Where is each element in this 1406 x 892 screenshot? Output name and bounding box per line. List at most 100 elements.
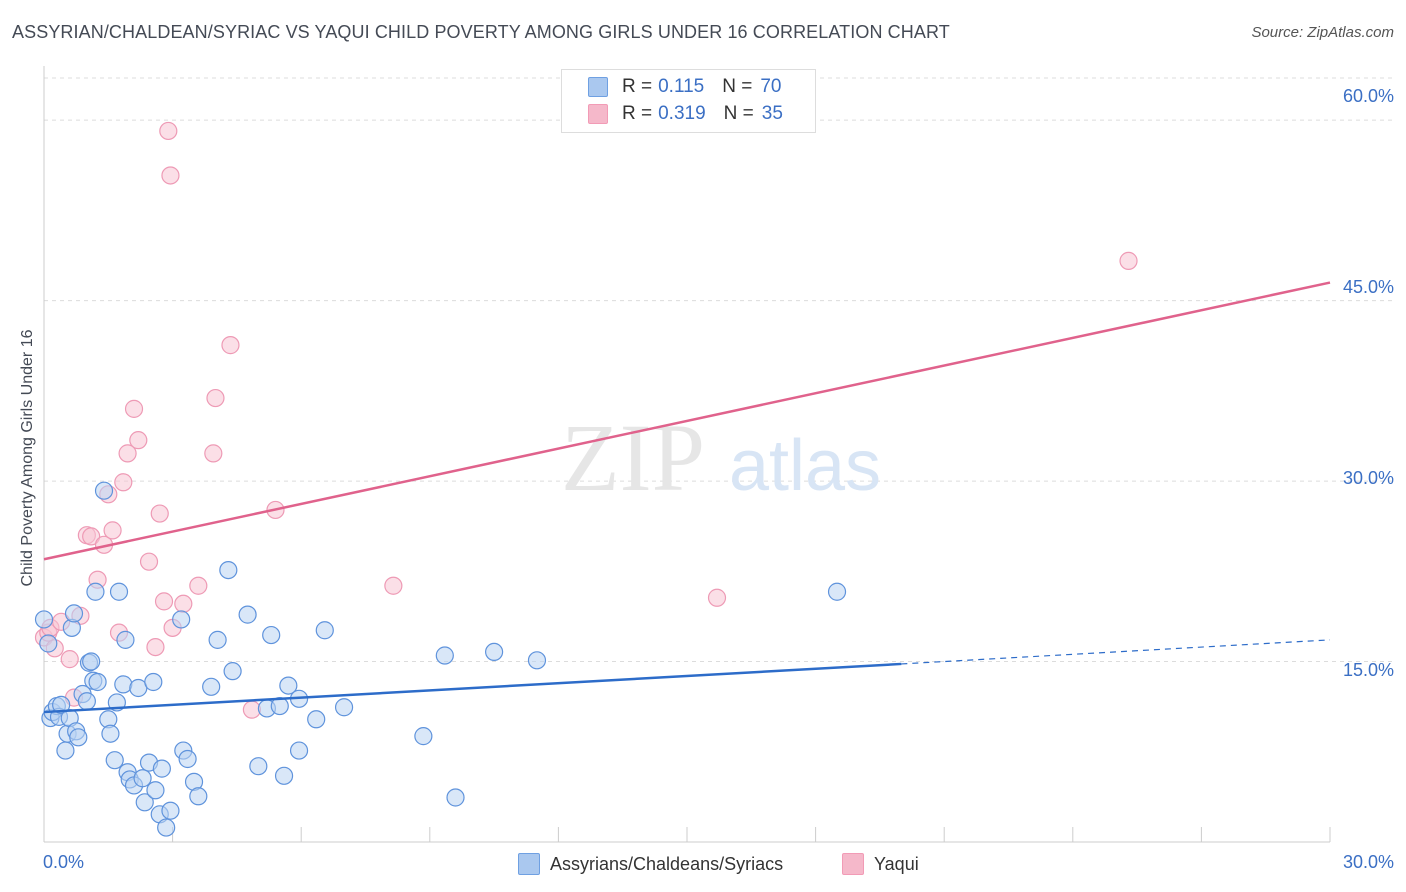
assyrians-point-19 <box>86 582 105 601</box>
assyrians-point-39 <box>152 759 171 778</box>
yaqui-point-15 <box>114 473 133 492</box>
assyrians-point-66 <box>485 642 504 662</box>
assyrians-point-51 <box>238 605 257 624</box>
bottom-legend-assyrians[interactable]: Assyrians/Chaldeans/Syriacs <box>518 851 783 877</box>
assyrians-point-56 <box>274 766 294 785</box>
assyrians-point-48 <box>208 630 227 649</box>
legend-n-value: 70 <box>760 76 782 97</box>
assyrians-point-36 <box>144 672 163 692</box>
assyrians-point-11 <box>64 604 84 623</box>
assyrians-point-37 <box>146 781 165 800</box>
assyrians-point-52 <box>249 757 268 776</box>
assyrians-point-62 <box>334 698 354 717</box>
assyrians-point-0 <box>34 610 54 629</box>
assyrians-point-21 <box>94 481 114 500</box>
yaqui-point-26 <box>174 594 193 613</box>
assyrians-point-24 <box>105 751 124 770</box>
correlation-legend: R = 0.115 N = 70 R = 0.319 N = 35 <box>561 69 816 133</box>
yaqui-point-33 <box>384 576 403 595</box>
bottom-legend-swatch-assyrians <box>518 853 540 875</box>
yaqui-point-24 <box>161 166 180 185</box>
yaqui-point-9 <box>82 527 101 546</box>
yaqui-point-13 <box>103 521 122 540</box>
points-yaqui <box>34 121 1138 719</box>
bottom-legend-swatch-yaqui <box>842 853 864 875</box>
assyrians-point-57 <box>279 676 298 695</box>
assyrians-point-27 <box>114 675 133 694</box>
assyrians-point-42 <box>172 610 191 629</box>
x-tick-label-max: 30.0% <box>1342 852 1394 872</box>
assyrians-point-44 <box>178 749 197 769</box>
assyrians-point-63 <box>414 727 433 746</box>
legend-row-assyrians: R = 0.115 N = 70 <box>588 75 782 99</box>
assyrians-point-49 <box>223 662 242 681</box>
legend-r-value: 0.115 <box>658 76 705 97</box>
assyrians-point-33 <box>133 769 152 788</box>
assyrians-point-15 <box>77 692 96 711</box>
yaqui-point-18 <box>129 431 148 450</box>
y-tick-label-15: 15.0% <box>1342 660 1394 680</box>
assyrians-point-68 <box>827 582 847 601</box>
assyrians-point-23 <box>101 724 120 743</box>
legend-r-label: R = <box>622 76 653 97</box>
assyrians-point-60 <box>307 710 326 729</box>
legend-swatch-yaqui <box>588 104 608 124</box>
assyrians-point-55 <box>270 696 289 716</box>
assyrians-point-64 <box>435 646 454 665</box>
legend-r-value: 0.319 <box>658 103 706 124</box>
yaqui-point-31 <box>242 700 262 719</box>
watermark-atlas: atlas <box>729 426 881 506</box>
assyrians-point-41 <box>161 801 180 820</box>
y-tick-label-45: 45.0% <box>1342 277 1394 297</box>
assyrians-point-47 <box>202 677 221 696</box>
yaqui-point-5 <box>60 650 79 669</box>
trend-line-assyrians-extension <box>901 639 1331 665</box>
legend-n-label: N = <box>722 76 753 97</box>
watermark-zip: ZIP <box>561 404 705 511</box>
yaqui-point-28 <box>204 444 223 463</box>
assyrians-point-13 <box>69 728 88 747</box>
assyrians-point-1 <box>39 634 58 653</box>
yaqui-point-23 <box>159 121 178 141</box>
yaqui-point-35 <box>1119 251 1138 270</box>
yaqui-point-22 <box>154 592 174 611</box>
y-tick-label-30: 30.0% <box>1342 468 1394 488</box>
x-tick-label-min: 0.0% <box>43 852 85 872</box>
legend-row-yaqui: R = 0.319 N = 35 <box>588 102 783 126</box>
legend-r-label: R = <box>622 103 653 124</box>
assyrians-point-50 <box>219 560 238 580</box>
assyrians-point-6 <box>52 695 71 714</box>
assyrians-point-28 <box>116 630 135 649</box>
gridlines <box>44 77 1394 663</box>
assyrians-point-67 <box>527 651 547 670</box>
yaqui-point-29 <box>206 388 225 408</box>
yaqui-point-27 <box>189 576 208 595</box>
bottom-legend-label-yaqui: Yaqui <box>874 853 919 874</box>
assyrians-point-61 <box>315 621 334 640</box>
assyrians-point-7 <box>56 741 75 760</box>
yaqui-point-17 <box>124 399 144 418</box>
yaqui-point-20 <box>146 637 165 657</box>
assyrians-point-59 <box>289 741 309 760</box>
chart-title: ASSYRIAN/CHALDEAN/SYRIAC VS YAQUI CHILD … <box>12 22 950 42</box>
bottom-legend-yaqui[interactable]: Yaqui <box>842 851 919 877</box>
assyrians-point-20 <box>88 672 107 692</box>
watermark: ZIP atlas <box>561 404 881 511</box>
legend-n-value: 35 <box>761 103 783 124</box>
yaqui-point-34 <box>707 588 727 607</box>
assyrians-point-26 <box>109 582 129 601</box>
legend-n-label: N = <box>723 103 754 124</box>
axes <box>43 66 1331 843</box>
yaqui-point-21 <box>150 504 169 523</box>
assyrians-point-40 <box>157 818 176 837</box>
source-label: Source: ZipAtlas.com <box>1251 24 1394 41</box>
yaqui-point-30 <box>221 336 240 355</box>
assyrians-point-34 <box>135 793 154 812</box>
trend-line-yaqui <box>43 281 1331 561</box>
assyrians-point-65 <box>446 788 465 807</box>
bottom-legend-label-assyrians: Assyrians/Chaldeans/Syriacs <box>550 853 784 874</box>
trend-line-assyrians <box>43 662 902 714</box>
yaqui-point-19 <box>139 552 159 571</box>
yaqui-point-16 <box>118 444 137 463</box>
legend-swatch-assyrians <box>588 77 608 97</box>
